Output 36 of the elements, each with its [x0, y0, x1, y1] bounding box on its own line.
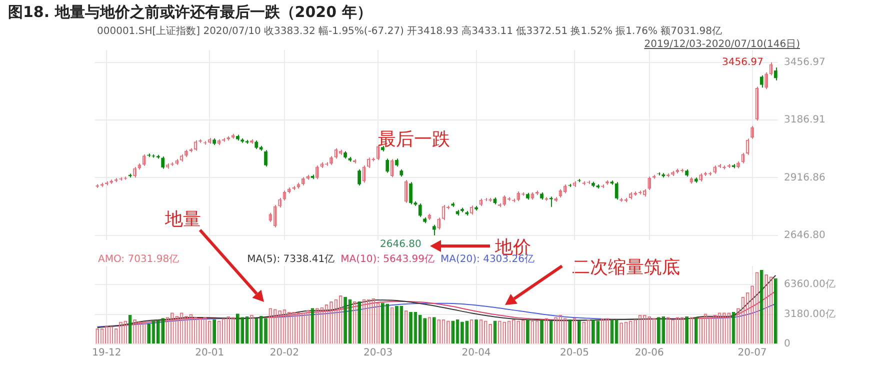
candlestick	[432, 224, 436, 236]
chart-title: 图18. 地量与地价之前或许还有最后一跌（2020 年）	[8, 3, 372, 22]
x-tick-label: 20-06	[634, 348, 664, 359]
x-tick-label: 20-01	[195, 348, 224, 359]
candlestick	[358, 168, 361, 186]
candlestick	[418, 202, 422, 218]
y-tick-label: 2916.86	[784, 172, 826, 184]
x-tick-label: 20-04	[462, 348, 491, 359]
text: MA(5): 7338.41亿	[247, 254, 335, 265]
x-tick-label: 20-07	[738, 348, 767, 359]
y-tick-label: 0	[784, 338, 790, 350]
y-tick-label: 3456.97	[784, 56, 826, 68]
candlestick	[760, 74, 764, 88]
candlestick	[161, 156, 165, 170]
annotation: 3456.97	[722, 57, 764, 68]
text: 000001.SH[上证指数] 2020/07/10 收3383.32 幅-1.95%(-67.27) 开3418.93 高3433.11 低3372.51 换1.52% 振1.76% 额7031.98亿	[97, 24, 722, 38]
x-tick-label: 20-03	[363, 348, 393, 359]
candlestick	[614, 182, 618, 200]
y-tick-label: 6360.00亿	[784, 279, 836, 290]
y-tick-label: 3180.00亿	[784, 308, 836, 320]
annotation: 最后一跌	[378, 128, 450, 151]
x-tick-label: 20-05	[560, 348, 590, 359]
annotation: 2646.80	[380, 239, 422, 250]
text: MA(10): 5643.99亿	[340, 254, 435, 265]
text: AMO: 7031.98亿	[98, 254, 180, 265]
candlestick	[774, 66, 778, 81]
annotation: 地量	[165, 208, 201, 231]
text: 2019/12/03-2020/07/10(146日)	[644, 38, 800, 51]
y-tick-label: 2646.80	[784, 230, 826, 241]
candlestick	[386, 158, 390, 174]
line-series	[96, 274, 776, 328]
candlestick	[264, 150, 268, 168]
x-tick-label: 19-12	[92, 348, 122, 359]
text: MA(20): 4303.26亿	[440, 254, 534, 265]
y-tick-label: 3186.91	[784, 114, 826, 126]
x-tick-label: 20-02	[270, 348, 299, 359]
